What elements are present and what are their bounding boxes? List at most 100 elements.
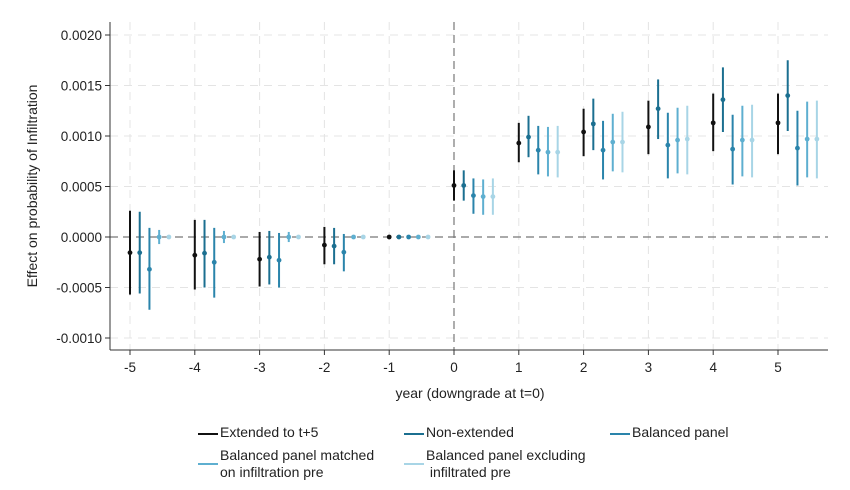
point-estimate xyxy=(331,243,337,249)
legend-label: Balanced panel matched on infiltration pr… xyxy=(220,447,374,481)
point-estimate xyxy=(425,234,431,240)
legend-label: Extended to t+5 xyxy=(220,424,318,441)
axes: -0.0010 -0.0005 0.0000 0.0005 0.0010 0.0015 0.… xyxy=(56,22,828,375)
point-estimate xyxy=(581,129,586,135)
point-estimate xyxy=(555,149,561,155)
x-tick-label: 2 xyxy=(580,360,588,375)
point-estimate xyxy=(471,193,476,198)
point-estimate xyxy=(620,139,625,145)
point-estimate xyxy=(785,93,791,98)
point-estimate xyxy=(795,145,800,151)
series-1 xyxy=(137,60,791,294)
legend-item: Non-extended xyxy=(404,424,514,441)
legend-swatch xyxy=(404,463,424,465)
point-estimate xyxy=(775,120,781,126)
x-tick-label: -5 xyxy=(124,360,136,375)
legend-label-line: Non-extended xyxy=(426,424,514,440)
point-estimate xyxy=(156,234,162,240)
point-estimate xyxy=(257,256,262,262)
point-estimate xyxy=(202,250,207,256)
legend-label-line: infiltrated pre xyxy=(426,464,511,480)
series-3 xyxy=(156,101,810,245)
point-estimate xyxy=(665,142,671,148)
point-estimate xyxy=(341,249,347,255)
point-estimate xyxy=(655,106,661,112)
point-estimate xyxy=(415,234,421,240)
x-axis-title: year (downgrade at t=0) xyxy=(395,385,544,401)
x-tick-label: 1 xyxy=(515,360,523,375)
point-estimate xyxy=(675,137,680,143)
legend-label: Balanced panel xyxy=(632,424,729,441)
point-estimate xyxy=(231,234,237,240)
point-estimate xyxy=(684,136,690,142)
point-estimate xyxy=(526,134,531,140)
point-estimate xyxy=(406,234,412,240)
point-estimate xyxy=(192,252,198,258)
point-estimate xyxy=(545,149,551,155)
y-tick-label: -0.0005 xyxy=(56,281,102,296)
point-estimate xyxy=(804,136,810,142)
point-estimate xyxy=(396,234,402,240)
legend-label-line: Balanced panel excluding xyxy=(426,447,586,463)
point-estimate xyxy=(720,97,726,103)
x-tick-label: 0 xyxy=(450,360,458,375)
series-2 xyxy=(147,110,800,310)
x-tick-label: -3 xyxy=(254,360,266,375)
point-estimate xyxy=(360,234,366,240)
x-tick-label: 4 xyxy=(709,360,717,375)
point-estimate xyxy=(516,140,522,146)
legend-item: Balanced panel excluding infiltrated pre xyxy=(404,447,586,481)
point-estimate xyxy=(296,234,301,240)
point-estimate xyxy=(451,183,457,188)
legend-swatch xyxy=(610,433,630,435)
point-estimate xyxy=(137,250,143,256)
legend-label: Balanced panel excluding infiltrated pre xyxy=(426,447,586,481)
x-tick-label: -4 xyxy=(189,360,201,375)
gridlines xyxy=(110,22,828,350)
y-tick-label: 0.0015 xyxy=(61,79,102,94)
legend-item: Balanced panel matched on infiltration pr… xyxy=(198,447,374,481)
legend-swatch xyxy=(198,463,218,465)
point-estimate xyxy=(211,259,217,265)
legend-label-line: Balanced panel xyxy=(632,424,729,440)
legend-label-line: on infiltration pre xyxy=(220,464,324,480)
x-tick-label: -2 xyxy=(318,360,330,375)
legend-label: Non-extended xyxy=(426,424,514,441)
x-tick-label: 5 xyxy=(774,360,782,375)
legend-label-line: Balanced panel matched xyxy=(220,447,375,463)
point-estimate xyxy=(127,250,133,256)
y-axis-title: Effect on probability of Infiltration xyxy=(24,85,40,288)
legend-label-line: Extended to t+5 xyxy=(220,424,319,440)
y-tick-label: 0.0010 xyxy=(61,129,102,144)
legend-item: Balanced panel xyxy=(610,424,729,441)
point-estimate xyxy=(610,139,616,145)
point-estimate xyxy=(286,234,292,240)
point-estimate xyxy=(590,121,596,127)
y-tick-label: 0.0005 xyxy=(61,180,102,195)
series-4 xyxy=(166,100,820,240)
point-estimate xyxy=(386,234,392,240)
point-estimate xyxy=(535,147,541,153)
point-estimate xyxy=(749,137,755,143)
point-estimate xyxy=(600,147,606,153)
y-tick-label: 0.0020 xyxy=(61,28,102,43)
series-marks xyxy=(127,60,820,310)
point-estimate xyxy=(730,146,736,152)
point-estimate xyxy=(739,137,745,143)
reference-lines xyxy=(110,22,828,350)
point-estimate xyxy=(461,183,467,188)
point-estimate xyxy=(266,254,272,260)
legend-swatch xyxy=(404,433,424,435)
point-estimate xyxy=(480,194,486,200)
point-estimate xyxy=(322,242,327,248)
point-estimate xyxy=(814,136,820,142)
y-tick-label: 0.0000 xyxy=(61,230,102,245)
point-estimate xyxy=(166,234,172,240)
point-estimate xyxy=(276,257,282,263)
series-0 xyxy=(127,93,781,295)
point-estimate xyxy=(147,266,152,272)
x-tick-label: 3 xyxy=(645,360,653,375)
point-estimate xyxy=(351,234,356,240)
point-estimate xyxy=(646,124,651,130)
